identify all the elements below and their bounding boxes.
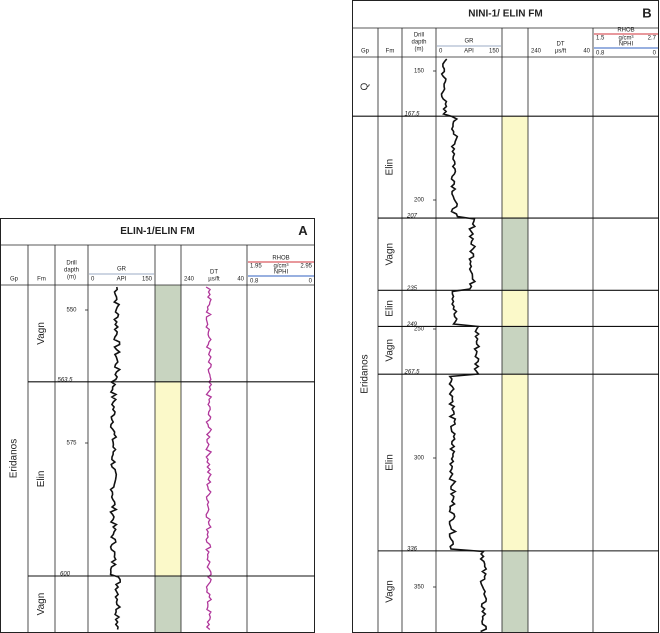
- lithology-zone: [155, 576, 181, 632]
- gp-header: Gp: [10, 277, 19, 283]
- formation-name: Vagn: [36, 322, 47, 345]
- panel-letter: A: [298, 223, 308, 238]
- gr-header: GR: [465, 39, 475, 45]
- rhob-header: RHOB: [617, 28, 634, 34]
- gr-min: 0: [439, 49, 443, 55]
- lithology-zone: [502, 374, 528, 551]
- dt-max: 40: [237, 277, 244, 283]
- gr-max: 150: [142, 277, 153, 283]
- lithology-zone: [155, 285, 181, 382]
- gr-header: GR: [117, 267, 127, 273]
- formation-name: Vagn: [385, 243, 396, 266]
- formation-name: Elin: [385, 300, 396, 317]
- dt-header: DT: [557, 42, 565, 48]
- group-name: Eridanos: [9, 439, 20, 478]
- nphi-min: 0.8: [250, 279, 259, 285]
- boundary-depth-label: 336: [407, 546, 418, 552]
- rhob-min: 1.95: [250, 264, 262, 270]
- nphi-max: 0: [309, 279, 313, 285]
- depth-tick-label: 200: [414, 198, 425, 204]
- depth-tick-label: 300: [414, 456, 425, 462]
- nphi-header: NPHI: [619, 42, 634, 48]
- formation-name: Elin: [385, 159, 396, 176]
- lithology-zone: [502, 218, 528, 291]
- fm-header: Fm: [386, 49, 395, 55]
- lithology-zone: [155, 381, 181, 576]
- lithology-zone: [502, 326, 528, 375]
- depth-header: (m): [415, 47, 424, 53]
- panel-letter: B: [642, 5, 651, 20]
- fm-header: Fm: [37, 277, 46, 283]
- depth-header: (m): [67, 275, 76, 281]
- depth-header: dapth: [411, 40, 426, 46]
- rhob-unit: g/cm³: [274, 264, 289, 270]
- gr-curve: [109, 286, 122, 630]
- gr-max: 150: [489, 49, 500, 55]
- gr-min: 0: [91, 277, 95, 283]
- lithology-zone: [502, 116, 528, 219]
- boundary-depth-label: 207: [406, 214, 418, 220]
- lithology-zone: [502, 550, 528, 632]
- boundary-depth-label: 249: [406, 322, 418, 328]
- depth-tick-label: 550: [66, 308, 77, 314]
- dt-unit: µs/ft: [208, 277, 220, 283]
- depth-tick-label: 250: [414, 327, 425, 333]
- formation-name: Elin: [385, 454, 396, 471]
- gr-unit: API: [464, 49, 474, 55]
- boundary-depth-label: 600: [60, 572, 71, 578]
- gr-curve: [440, 58, 488, 633]
- rhob-header: RHOB: [272, 256, 289, 262]
- group-name: Q: [360, 82, 371, 90]
- nphi-min: 0.8: [596, 51, 605, 57]
- dt-curve: [205, 286, 213, 630]
- formation-name: Vagn: [385, 339, 396, 362]
- dt-unit: µs/ft: [555, 49, 567, 55]
- panel-title: NINI-1/ ELIN FM: [468, 9, 542, 20]
- rhob-min: 1.5: [596, 36, 605, 42]
- depth-header: Drill: [414, 33, 424, 39]
- depth-tick-label: 150: [414, 69, 425, 75]
- depth-header: Drill: [66, 261, 76, 267]
- boundary-depth-label: 235: [406, 286, 418, 292]
- gr-unit: API: [117, 277, 127, 283]
- nphi-max: 0: [653, 51, 657, 57]
- boundary-depth-label: 563.5: [57, 377, 73, 383]
- rhob-unit: g/cm³: [619, 36, 634, 42]
- nphi-header: NPHI: [274, 270, 289, 276]
- depth-header: dapth: [64, 268, 79, 274]
- dt-min: 240: [184, 277, 195, 283]
- boundary-depth-label: 267.5: [403, 370, 420, 376]
- dt-header: DT: [210, 270, 218, 276]
- lithology-zone: [502, 290, 528, 327]
- boundary-depth-label: 167.5: [404, 112, 420, 118]
- dt-min: 240: [531, 49, 542, 55]
- depth-tick-label: 575: [66, 441, 77, 447]
- gp-header: Gp: [361, 49, 370, 55]
- group-name: Eridanos: [360, 354, 371, 393]
- dt-max: 40: [583, 49, 590, 55]
- rhob-max: 2.95: [300, 264, 312, 270]
- formation-name: Vagn: [385, 580, 396, 603]
- rhob-max: 2.7: [648, 36, 657, 42]
- formation-name: Elin: [36, 471, 47, 488]
- formation-name: Vagn: [36, 593, 47, 616]
- panel-title: ELIN-1/ELIN FM: [120, 226, 194, 237]
- depth-tick-label: 350: [414, 585, 425, 591]
